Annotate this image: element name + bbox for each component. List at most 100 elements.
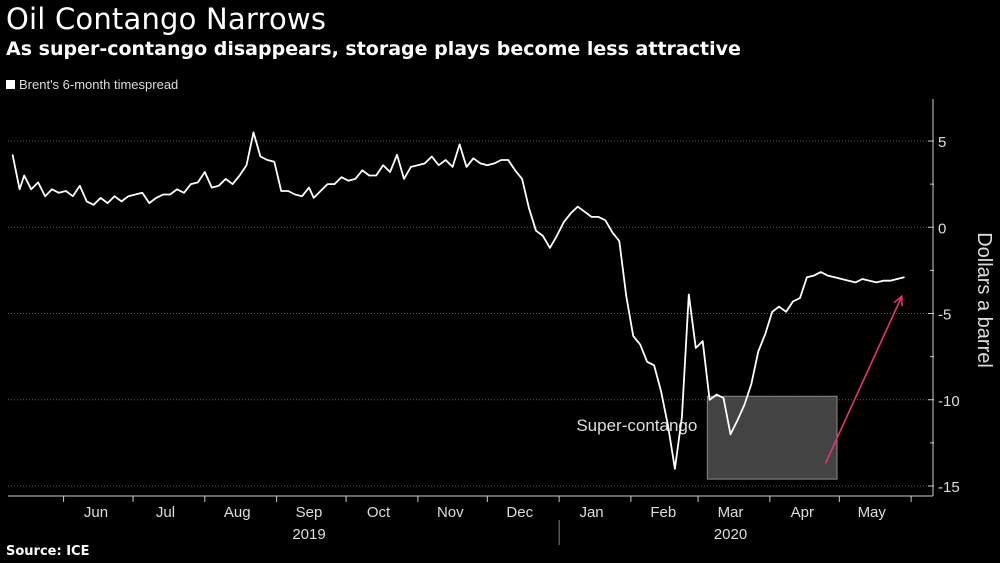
data-point [320,190,322,192]
data-point [528,207,530,209]
data-point [493,162,495,165]
data-point [162,193,164,196]
data-point [333,183,336,185]
data-point [556,235,558,237]
axis-layer: 5 0 -5 -10 -15 Dollars a barrel Jun Jul Aug Sep Oc… [8,99,995,545]
data-point [361,169,363,171]
data-point [308,186,310,189]
data-point [827,274,829,277]
data-point [86,200,88,202]
data-point [197,181,199,183]
data-point [176,188,178,190]
data-point [347,180,350,182]
data-point [590,216,593,218]
annotation-layer: Super-contango [576,395,838,480]
y-tick-label: -5 [938,307,951,324]
data-point [266,159,268,161]
data-point [458,143,461,146]
data-point [252,131,255,133]
data-point [882,280,884,282]
data-point [709,399,711,401]
data-point [521,178,523,180]
data-point [354,178,356,180]
x-tick-label: Jul [156,504,175,521]
data-point [841,278,843,280]
x-tick-label: Nov [437,504,464,521]
data-point [653,364,655,366]
data-point [757,350,759,353]
data-point [750,383,752,385]
data-point [563,221,565,223]
data-point [127,195,130,197]
data-point [688,293,690,296]
data-point [535,230,537,232]
data-point [72,195,74,197]
data-point [410,166,412,168]
data-point [639,343,641,346]
x-tick-label: Dec [506,504,533,521]
data-point [507,159,509,161]
data-point [169,193,171,196]
data-point [190,183,192,185]
data-point [431,155,433,158]
data-point [813,274,815,277]
data-point [500,159,502,161]
data-point [37,181,39,183]
x-tick-label: Apr [791,504,814,521]
data-point [736,419,739,422]
data-point [903,276,905,278]
source-note: Source: ICE [6,544,90,559]
data-point [847,280,850,282]
data-point [778,306,780,308]
data-point [792,300,794,303]
data-point [79,185,81,187]
data-point [743,404,745,406]
data-point [44,195,46,197]
y-tick-label: 5 [938,134,946,151]
data-point [313,197,315,199]
data-point [51,188,53,190]
data-point [722,397,725,399]
data-point [549,247,551,249]
data-point [389,171,391,173]
y-tick-label: 0 [938,220,946,237]
data-point [667,425,669,427]
data-point [806,276,808,278]
data-point [396,154,398,156]
x-tick-label: Feb [650,504,676,521]
data-point [340,176,343,178]
year-label: 2019 [292,526,325,543]
data-point [148,202,150,204]
data-point [896,278,898,280]
data-point [259,155,262,158]
data-point [218,185,220,187]
data-point [889,280,891,282]
data-point [570,212,572,215]
data-point [597,216,600,218]
x-tick-label: Jun [84,504,108,521]
data-point [375,174,377,177]
data-point [403,178,405,180]
data-point [452,166,454,168]
data-point [577,205,579,208]
data-point [702,340,704,342]
trend-arrow-shaft [824,295,903,464]
data-point [729,433,732,435]
data-point [632,335,634,337]
data-point [583,211,586,213]
data-point [764,333,766,335]
data-point [120,200,123,202]
data-point [417,164,419,166]
data-point [625,295,627,297]
x-tick-label: Oct [367,504,391,521]
data-point [424,162,426,165]
data-point [155,197,157,199]
legend: Brent's 6-month timespread [6,77,178,92]
x-tick-label: May [858,504,887,521]
data-point [106,202,109,204]
data-point [785,311,787,313]
data-point [660,390,662,392]
data-point [382,164,384,166]
data-point [12,154,14,156]
